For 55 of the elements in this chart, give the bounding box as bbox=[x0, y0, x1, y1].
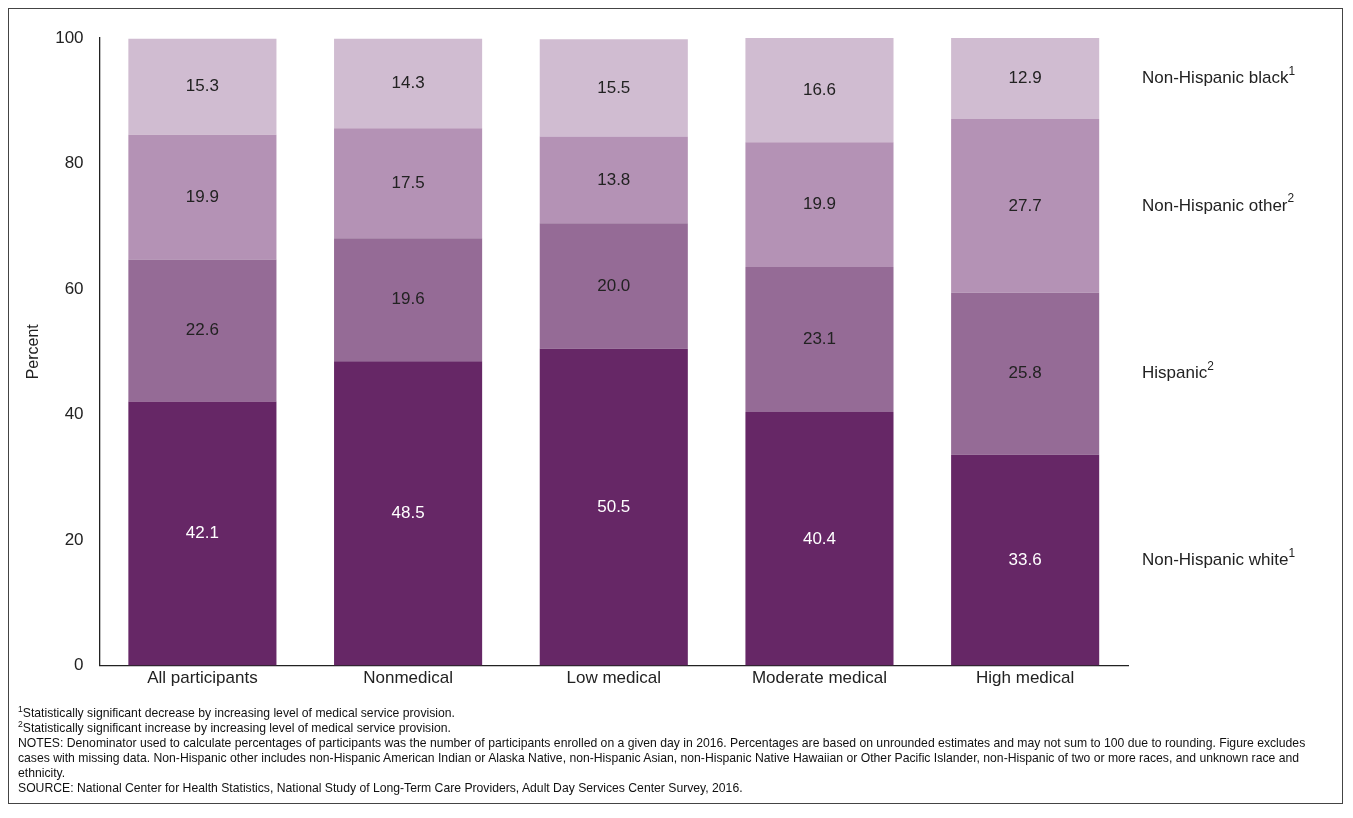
x-tick-label: High medical bbox=[976, 668, 1075, 688]
bar bbox=[128, 38, 277, 135]
x-tick-label: Low medical bbox=[566, 668, 662, 688]
bar bbox=[539, 348, 688, 666]
bar bbox=[334, 38, 483, 129]
bar bbox=[951, 454, 1100, 666]
x-tick-label: All participants bbox=[147, 668, 258, 688]
text: 33.6 bbox=[1008, 549, 1042, 569]
bar bbox=[334, 128, 483, 239]
bar bbox=[334, 361, 483, 666]
bar bbox=[539, 136, 688, 224]
text: $^{1}$Statistically significant decrease by increasing level of medical service provision. bbox=[18, 703, 456, 721]
y-tick-label: 80 bbox=[64, 153, 84, 173]
bar bbox=[745, 267, 894, 413]
text: 20.0 bbox=[597, 275, 631, 295]
y-tick-label: 40 bbox=[64, 404, 84, 424]
bar bbox=[745, 142, 894, 268]
bar bbox=[539, 39, 688, 137]
bar bbox=[745, 38, 894, 143]
text: 27.7 bbox=[1008, 195, 1042, 215]
y-axis-title: Percent bbox=[24, 323, 42, 380]
text: 22.6 bbox=[185, 320, 219, 340]
text: 19.6 bbox=[391, 289, 425, 309]
text: 50.5 bbox=[597, 496, 631, 516]
bar bbox=[128, 259, 277, 402]
bar bbox=[951, 118, 1100, 293]
text: 12.9 bbox=[1008, 68, 1042, 88]
text: 15.3 bbox=[185, 76, 219, 96]
x-tick-label: Nonmedical bbox=[363, 668, 453, 688]
text: 19.9 bbox=[802, 194, 837, 214]
text: 40.4 bbox=[802, 528, 837, 548]
text: 14.3 bbox=[391, 73, 425, 93]
bar bbox=[951, 38, 1100, 119]
text: NOTES: Denominator used to calculate percentages of participants was the number of participants enrolled on a given day in 2016. Percentages are based on unrounded estimates and may not sum to 100 due to rounding. Figure excludes cases with missing data. Non-Hispanic other includes non-Hispanic American Indian or Alaska Native, non-Hispanic Asian, non-Hispanic Native Hawaiian or Other Pacific Islander, non-Hispanic of two or more races, and unknown race and ethnicity. bbox=[18, 736, 1307, 781]
text: 15.5 bbox=[597, 77, 631, 97]
bar bbox=[951, 292, 1100, 455]
text: 25.8 bbox=[1008, 363, 1042, 383]
y-tick-label: 0 bbox=[74, 655, 84, 675]
x-tick-label: Moderate medical bbox=[751, 668, 888, 688]
source-note: SOURCE: National Center for Health Statistics, National Study of Long-Term Care Providers, Adult Day Services Center Survey, 2016. bbox=[18, 781, 744, 796]
bar bbox=[128, 401, 277, 666]
y-tick-label: 100 bbox=[55, 27, 84, 47]
bar bbox=[334, 238, 483, 362]
bar bbox=[128, 134, 277, 260]
text: 17.5 bbox=[391, 172, 425, 192]
bar bbox=[745, 412, 894, 666]
y-tick-label: 20 bbox=[64, 529, 84, 549]
text: 16.6 bbox=[802, 79, 837, 99]
text: 42.1 bbox=[185, 523, 219, 543]
text: 13.8 bbox=[597, 169, 631, 189]
text: 23.1 bbox=[802, 329, 837, 349]
text: 19.9 bbox=[185, 186, 219, 206]
y-tick-label: 60 bbox=[64, 278, 84, 298]
text: 48.5 bbox=[391, 503, 425, 523]
bar bbox=[539, 223, 688, 349]
